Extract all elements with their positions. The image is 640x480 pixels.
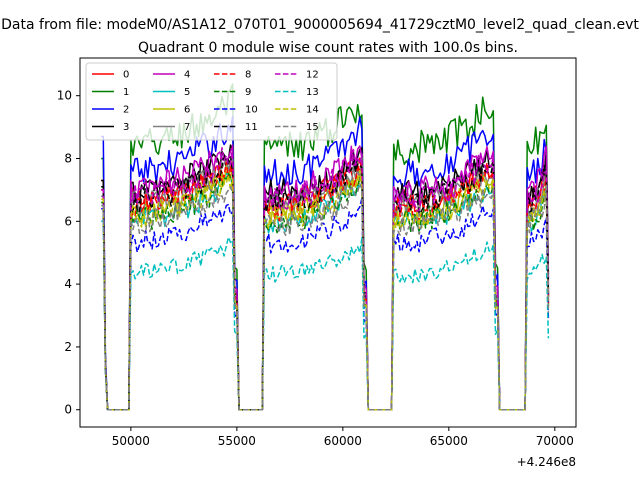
legend-label-3: 3: [123, 122, 129, 133]
series-line-15: [101, 182, 550, 411]
chart-title: Quadrant 0 module wise count rates with …: [138, 40, 518, 56]
legend-label-2: 2: [123, 105, 129, 116]
legend-label-15: 15: [306, 122, 319, 133]
x-tick-label: 55000: [218, 434, 256, 448]
series-line-2: [101, 115, 550, 411]
y-tick-label: 0: [64, 403, 72, 417]
series-line-10: [101, 197, 550, 411]
legend-label-14: 14: [306, 105, 319, 116]
y-tick-label: 6: [64, 214, 72, 228]
y-tick-label: 8: [64, 151, 72, 165]
legend-label-5: 5: [184, 87, 190, 98]
y-axis: 0 2 4 6 8 10: [57, 89, 80, 417]
x-tick-label: 60000: [324, 434, 362, 448]
x-offset-label: +4.246e8: [517, 455, 576, 469]
legend-label-13: 13: [306, 87, 319, 98]
x-tick-label: 50000: [112, 434, 150, 448]
legend-label-12: 12: [306, 70, 319, 81]
legend-label-1: 1: [123, 87, 129, 98]
legend-label-7: 7: [184, 122, 190, 133]
y-tick-label: 4: [64, 277, 72, 291]
y-tick-label: 2: [64, 340, 72, 354]
series-line-12: [101, 143, 550, 411]
axes-frame: [79, 57, 577, 428]
legend-label-4: 4: [184, 70, 190, 81]
legend-label-10: 10: [245, 105, 258, 116]
legend-label-11: 11: [245, 122, 258, 133]
x-tick-label: 65000: [430, 434, 468, 448]
series-line-13: [101, 220, 550, 411]
x-axis: 50000 55000 60000 65000 70000: [112, 427, 574, 448]
legend-box: [85, 62, 338, 141]
legend-label-6: 6: [184, 105, 190, 116]
figure-suptitle: Data from file: modeM0/AS1A12_070T01_900…: [1, 17, 639, 33]
legend-label-9: 9: [245, 87, 251, 98]
y-tick-label: 10: [57, 89, 72, 103]
legend-label-8: 8: [245, 70, 251, 81]
x-tick-label: 70000: [536, 434, 574, 448]
legend-label-0: 0: [123, 70, 129, 81]
